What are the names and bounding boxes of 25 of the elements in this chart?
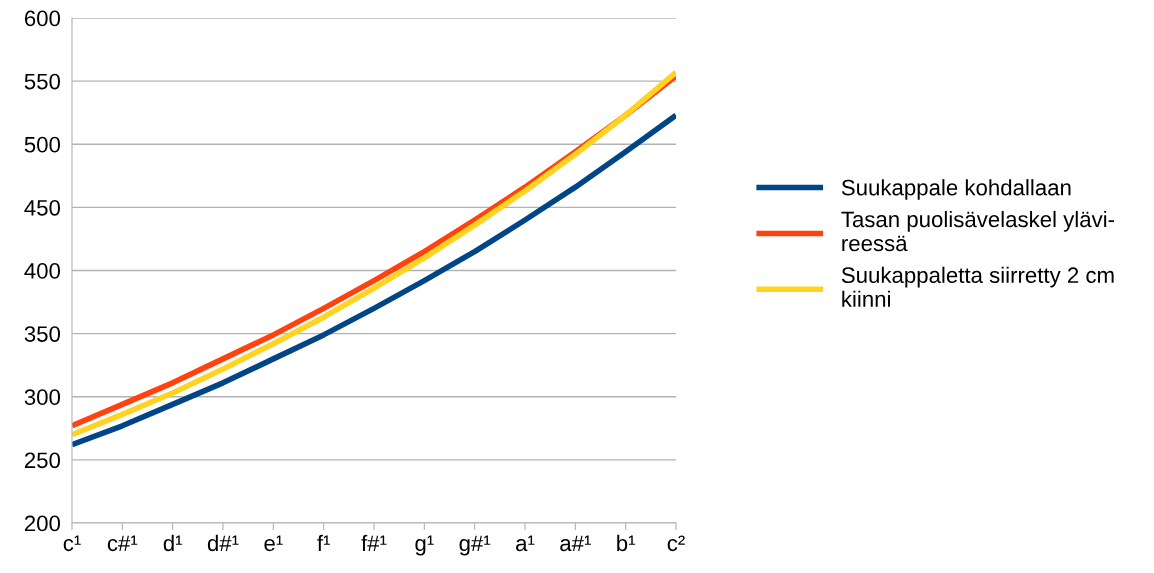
legend-label: Tasan puolisävelaskel ylävi- reessä (841, 210, 1115, 252)
y-tick-label: 550 (24, 73, 61, 90)
y-tick-label: 500 (24, 136, 61, 153)
y-tick-label: 450 (24, 199, 61, 216)
y-tick-label: 300 (24, 389, 61, 406)
x-tick-label: b¹ (617, 534, 636, 552)
x-tick-label: d#¹ (207, 534, 239, 552)
x-tick-label: g¹ (415, 535, 434, 556)
x-tick-label: e¹ (264, 535, 283, 552)
x-tick-label: d¹ (163, 534, 183, 552)
y-tick-label: 400 (24, 263, 61, 279)
y-tick-label: 350 (24, 326, 61, 342)
y-tick-label: 600 (24, 10, 61, 27)
x-tick-label: f¹ (317, 534, 330, 551)
y-tick-label: 200 (24, 515, 61, 532)
x-tick-label: c² (667, 535, 685, 552)
legend-label: Suukappale kohdallaan (841, 179, 1071, 200)
y-tick-label: 250 (24, 452, 61, 469)
x-tick-label: a#¹ (560, 535, 591, 552)
x-tick-label: f#¹ (361, 534, 387, 551)
x-tick-label: a¹ (516, 535, 535, 552)
x-tick-label: c¹ (63, 535, 81, 552)
legend-label: Suukappaletta siirretty 2 cm kiinni (841, 266, 1114, 307)
x-tick-label: c#¹ (107, 535, 138, 552)
x-tick-label: g#¹ (459, 535, 491, 556)
